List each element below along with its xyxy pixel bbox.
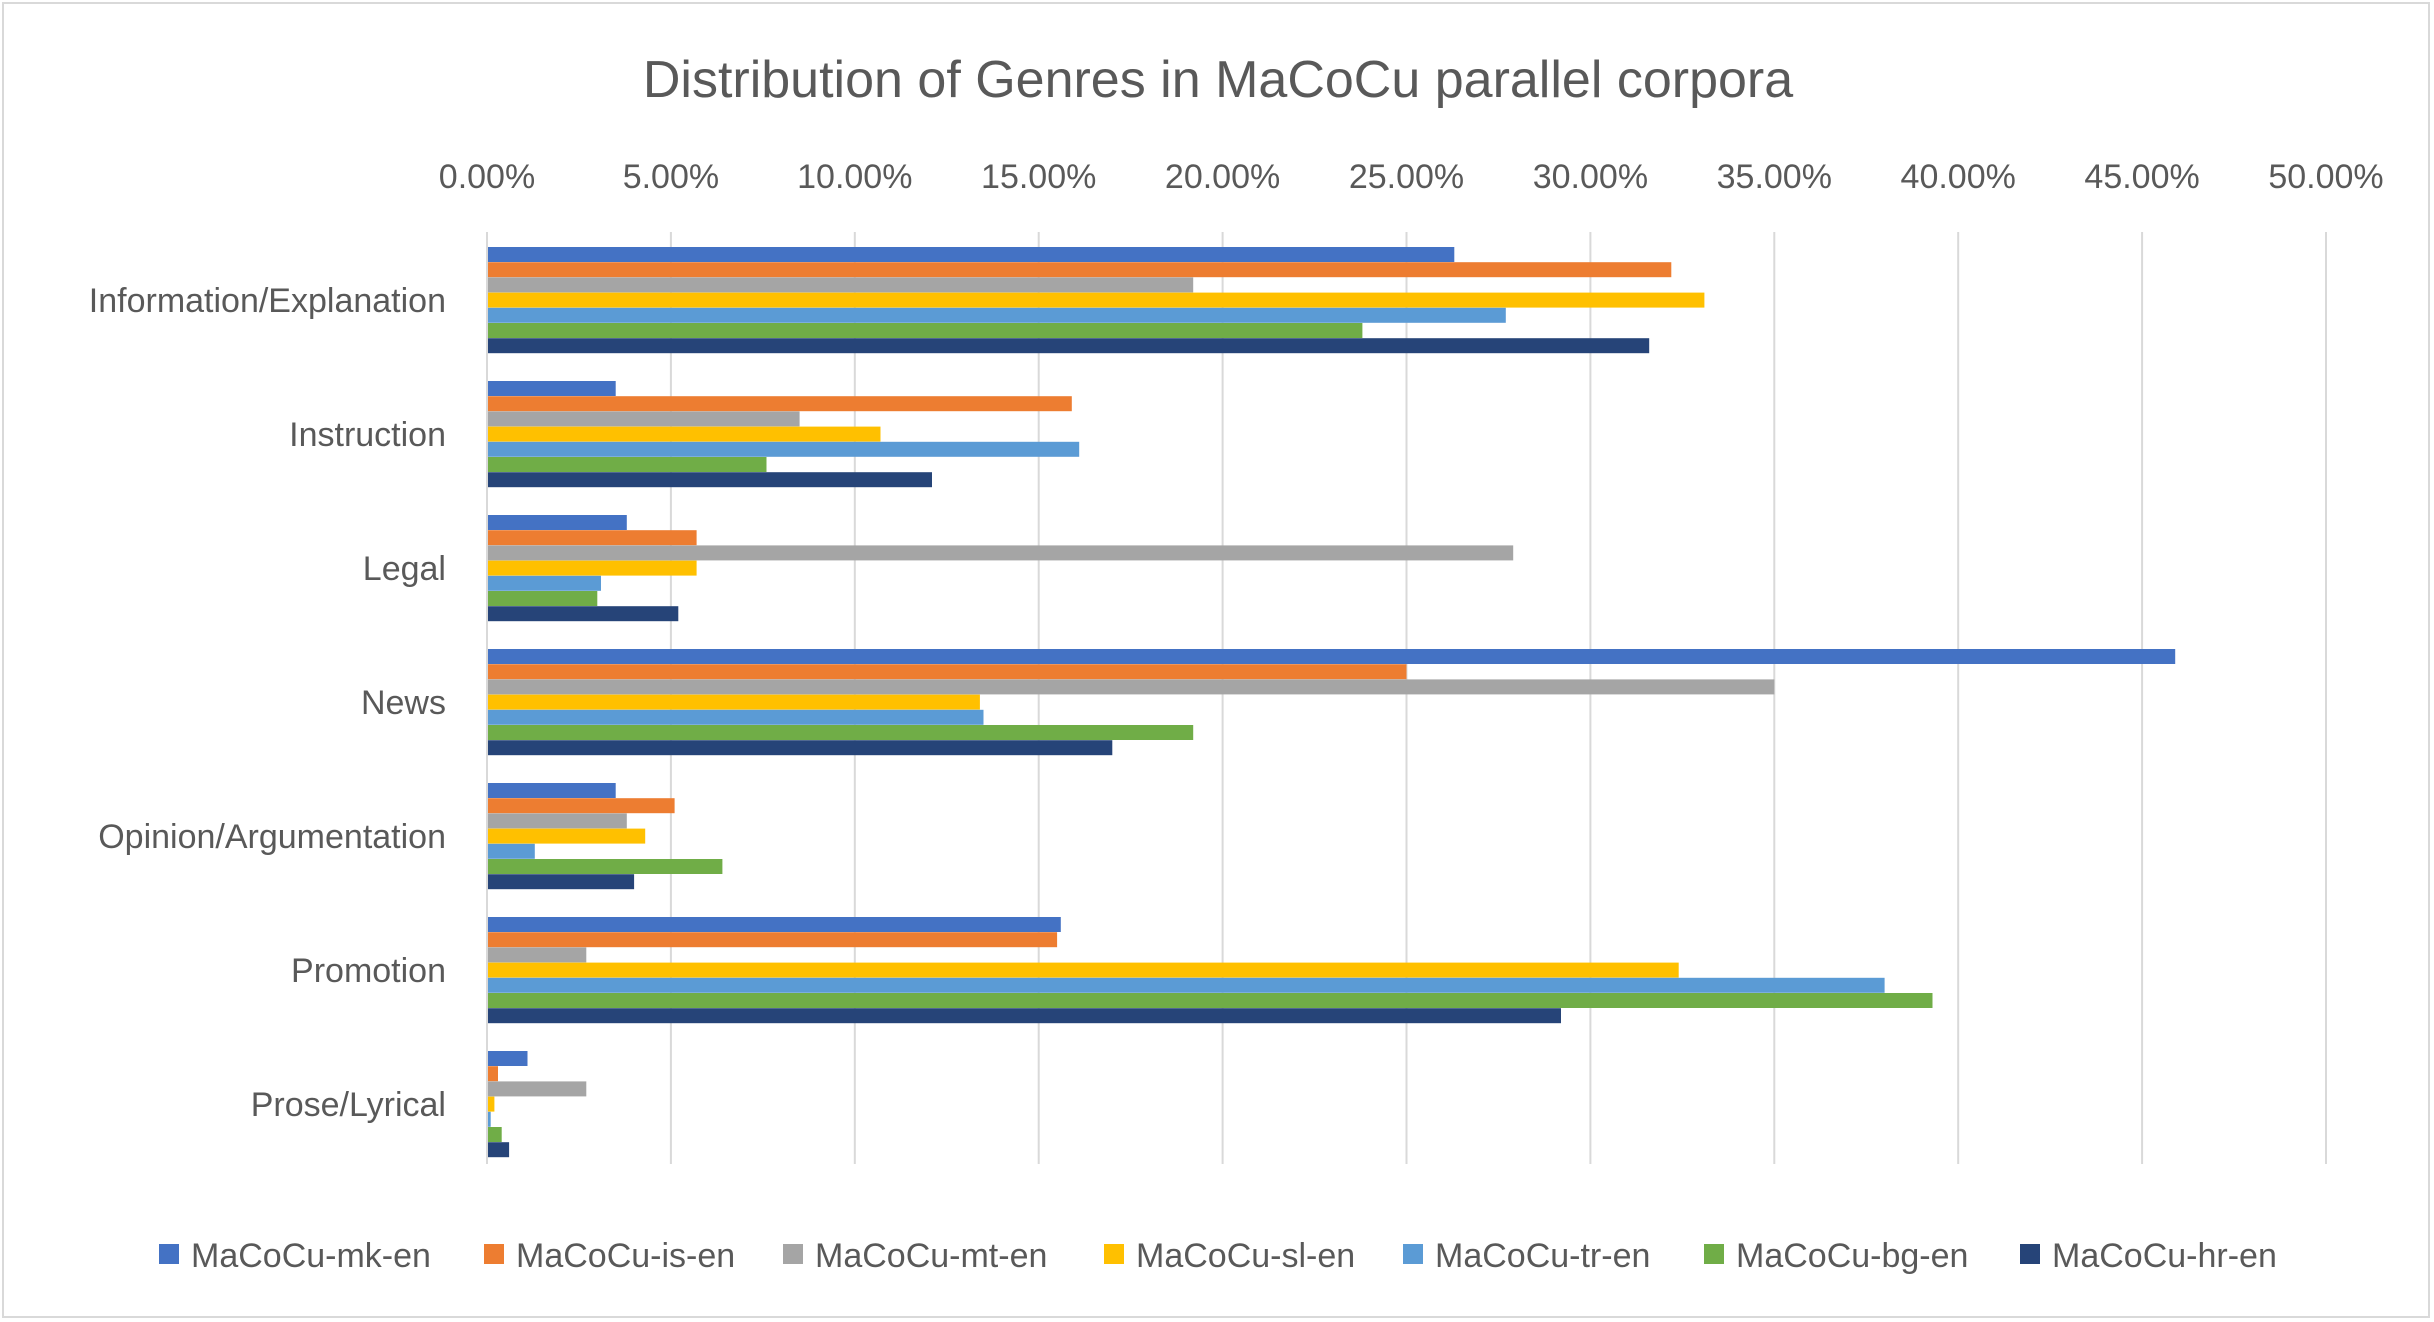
legend: MaCoCu-mk-en MaCoCu-is-en MaCoCu-mt-en MaCo… (159, 1237, 2277, 1275)
legend-label: MaCoCu-mk-en (191, 1237, 431, 1275)
bar (487, 694, 980, 710)
x-tick-label: 15.00% (981, 158, 1096, 196)
bar (487, 1142, 510, 1158)
x-tick-label: 5.00% (623, 158, 719, 196)
x-tick-label: 35.00% (1717, 158, 1832, 196)
bar (487, 323, 1363, 338)
bars (487, 247, 2176, 1158)
bar (487, 1096, 495, 1112)
category-label: Prose/Lyrical (251, 1086, 446, 1124)
bar (487, 1008, 1561, 1024)
bar (487, 725, 1194, 740)
bar (487, 828, 646, 844)
bar (487, 277, 1194, 293)
category-label: Promotion (291, 952, 446, 990)
legend-swatch (159, 1244, 179, 1264)
bar (487, 679, 1775, 695)
legend-label: MaCoCu-mt-en (815, 1237, 1047, 1275)
legend-label: MaCoCu-is-en (516, 1237, 735, 1275)
bar (487, 1127, 502, 1142)
legend-label: MaCoCu-tr-en (1435, 1237, 1650, 1275)
bar (487, 962, 1679, 978)
x-tick-label: 0.00% (439, 158, 535, 196)
x-axis-ticks: 0.00% 5.00% 10.00% 15.00% 20.00% 25.00% 30.00%… (439, 158, 2384, 196)
legend-item: MaCoCu-hr-en (2020, 1237, 2277, 1275)
x-tick-label: 45.00% (2084, 158, 2199, 196)
bar (487, 874, 635, 890)
legend-item: MaCoCu-is-en (484, 1237, 735, 1275)
bar (487, 1081, 587, 1097)
x-tick-label: 40.00% (1901, 158, 2016, 196)
bar (487, 560, 697, 576)
bar (487, 932, 1058, 948)
category-label: Opinion/Argumentation (98, 818, 446, 856)
legend-swatch (2020, 1244, 2040, 1264)
bar (487, 783, 616, 798)
legend-item: MaCoCu-mk-en (159, 1237, 431, 1275)
bar (487, 859, 723, 874)
legend-swatch (1704, 1244, 1724, 1264)
legend-swatch (783, 1244, 803, 1264)
bar (487, 338, 1650, 354)
bar (487, 441, 1080, 457)
legend-item: MaCoCu-tr-en (1403, 1237, 1650, 1275)
category-label: Information/Explanation (89, 282, 446, 320)
legend-swatch (1403, 1244, 1423, 1264)
legend-swatch (484, 1244, 504, 1264)
bar (487, 798, 675, 814)
bar (487, 843, 535, 859)
bar (487, 709, 984, 725)
bar (487, 1111, 491, 1127)
bar (487, 1051, 528, 1066)
bar (487, 740, 1113, 756)
legend-label: MaCoCu-bg-en (1736, 1237, 1968, 1275)
bar (487, 606, 679, 622)
gridlines (669, 232, 2327, 1164)
bar (487, 947, 587, 963)
bar (487, 457, 767, 472)
bar (487, 545, 1514, 561)
legend-label: MaCoCu-hr-en (2052, 1237, 2277, 1275)
bar-chart: Distribution of Genres in MaCoCu paralle… (89, 51, 2384, 1275)
legend-item: MaCoCu-bg-en (1704, 1237, 1968, 1275)
bar (487, 262, 1672, 278)
bar (487, 396, 1072, 412)
bar (487, 247, 1455, 262)
bar (487, 993, 1933, 1008)
category-labels: Information/Explanation Instruction Legal N… (89, 282, 446, 1124)
x-tick-label: 25.00% (1349, 158, 1464, 196)
bar (487, 292, 1705, 308)
bar (487, 813, 627, 829)
chart-title: Distribution of Genres in MaCoCu paralle… (643, 51, 1793, 109)
bar (487, 664, 1407, 680)
bar (487, 917, 1061, 932)
bar (487, 515, 627, 530)
bar (487, 530, 697, 546)
x-tick-label: 30.00% (1533, 158, 1648, 196)
x-tick-label: 20.00% (1165, 158, 1280, 196)
category-label: Legal (363, 550, 446, 588)
bar (487, 591, 598, 606)
bar (487, 307, 1506, 323)
bar (487, 472, 932, 488)
category-label: Instruction (289, 416, 446, 454)
legend-label: MaCoCu-sl-en (1136, 1237, 1355, 1275)
bar (487, 1066, 498, 1082)
legend-item: MaCoCu-mt-en (783, 1237, 1047, 1275)
legend-swatch (1104, 1244, 1124, 1264)
x-tick-label: 10.00% (797, 158, 912, 196)
category-label: News (361, 684, 446, 722)
bar (487, 575, 601, 591)
bar (487, 426, 881, 442)
bar (487, 649, 2176, 664)
bar (487, 381, 616, 396)
bar (487, 411, 800, 427)
bar (487, 977, 1885, 993)
legend-item: MaCoCu-sl-en (1104, 1237, 1355, 1275)
x-tick-label: 50.00% (2268, 158, 2383, 196)
